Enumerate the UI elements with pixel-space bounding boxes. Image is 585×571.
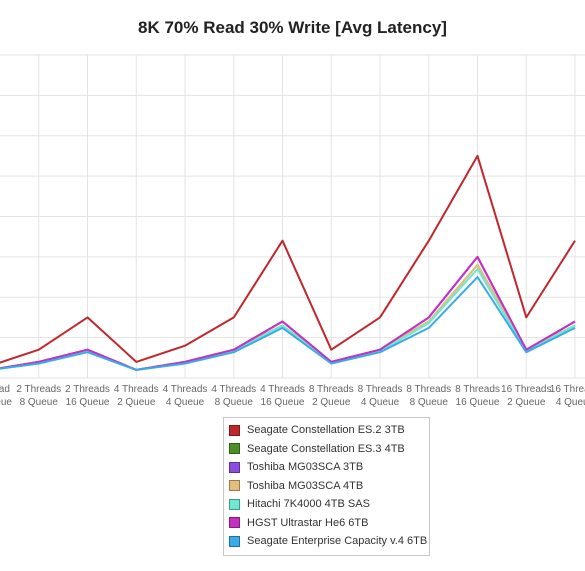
x-tick-label-threads: 4 Threads bbox=[163, 384, 208, 395]
legend-label: Hitachi 7K4000 4TB SAS bbox=[247, 498, 370, 511]
chart-title: 8K 70% Read 30% Write [Avg Latency] bbox=[138, 18, 447, 37]
series-line bbox=[0, 154, 576, 364]
x-tick-label-queue: 4 Queue bbox=[166, 397, 205, 408]
legend-label: HGST Ultrastar He6 6TB bbox=[247, 516, 369, 529]
x-tick-label-threads: 4 Threads bbox=[114, 384, 159, 395]
x-tick-label-threads: 1 Thread bbox=[0, 384, 10, 395]
x-tick-label-queue: 2 Queue bbox=[507, 397, 546, 408]
x-tick-label-threads: 8 Threads bbox=[406, 384, 451, 395]
grid bbox=[0, 54, 585, 379]
series-line bbox=[0, 255, 576, 371]
legend-swatch bbox=[229, 480, 240, 492]
legend-swatch bbox=[229, 424, 240, 436]
x-tick-label-threads: 8 Threads bbox=[455, 384, 500, 395]
x-tick-label-queue: 16 Queue bbox=[456, 397, 500, 408]
x-tick-label-threads: 4 Threads bbox=[211, 384, 256, 395]
x-tick-label-threads: 2 Threads bbox=[16, 384, 61, 395]
x-tick-label-queue: 2 Queue bbox=[117, 397, 156, 408]
x-tick-label-queue: 2 Queue bbox=[312, 397, 351, 408]
x-tick-label-threads: 16 Threads bbox=[550, 384, 585, 395]
x-tick-label-queue: 4 Queue bbox=[361, 397, 400, 408]
x-tick-label-queue: 8 Queue bbox=[410, 397, 449, 408]
legend-item: Seagate Constellation ES.2 3TB bbox=[224, 421, 429, 440]
legend-item: Toshiba MG03SCA 4TB bbox=[224, 477, 429, 496]
legend-label: Toshiba MG03SCA 4TB bbox=[247, 479, 364, 492]
legend-swatch bbox=[229, 461, 240, 473]
legend-swatch bbox=[229, 498, 240, 510]
x-tick-label-threads: 2 Threads bbox=[65, 384, 110, 395]
legend-label: Toshiba MG03SCA 3TB bbox=[247, 461, 364, 474]
legend-label: Seagate Constellation ES.2 3TB bbox=[247, 424, 405, 437]
x-axis-labels: 1 Thread 16 Queue 2 Threads 8 Queue 2 Thread… bbox=[0, 384, 585, 408]
x-tick-label-queue: 8 Queue bbox=[20, 397, 59, 408]
legend-item: Toshiba MG03SCA 3TB bbox=[224, 458, 429, 477]
series-line bbox=[0, 276, 576, 371]
legend-item: Hitachi 7K4000 4TB SAS bbox=[224, 495, 429, 514]
legend-swatch bbox=[229, 517, 240, 529]
legend-item: Seagate Constellation ES.3 4TB bbox=[224, 440, 429, 459]
x-tick-label-queue: 16 Queue bbox=[0, 397, 12, 408]
legend-label: Seagate Enterprise Capacity v.4 6TB bbox=[247, 535, 428, 548]
x-tick-label-queue: 16 Queue bbox=[66, 397, 110, 408]
x-tick-label-queue: 4 Queue bbox=[556, 397, 585, 408]
legend: Seagate Constellation ES.2 3TB Seagate Co… bbox=[223, 417, 430, 556]
legend-label: Seagate Constellation ES.3 4TB bbox=[247, 442, 405, 455]
legend-swatch bbox=[229, 535, 240, 547]
x-tick-label-queue: 8 Queue bbox=[215, 397, 254, 408]
x-tick-label-threads: 16 Threads bbox=[501, 384, 551, 395]
x-tick-label-threads: 4 Threads bbox=[260, 384, 305, 395]
x-tick-label-queue: 16 Queue bbox=[261, 397, 305, 408]
x-tick-label-threads: 8 Threads bbox=[358, 384, 403, 395]
x-tick-label-threads: 8 Threads bbox=[309, 384, 354, 395]
legend-item: HGST Ultrastar He6 6TB bbox=[224, 514, 429, 533]
series-lines bbox=[0, 154, 576, 371]
legend-swatch bbox=[229, 443, 240, 455]
legend-item: Seagate Enterprise Capacity v.4 6TB bbox=[224, 532, 429, 551]
